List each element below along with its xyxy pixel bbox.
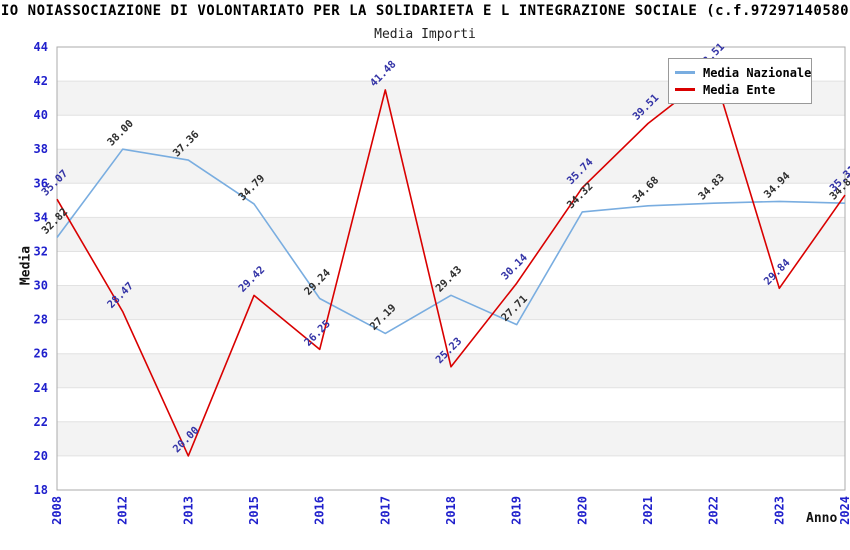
chart-subtitle: Media Importi — [374, 27, 476, 42]
svg-text:2015: 2015 — [247, 496, 261, 525]
svg-text:38: 38 — [34, 142, 48, 156]
svg-text:34: 34 — [34, 210, 48, 224]
svg-text:2008: 2008 — [50, 496, 64, 525]
svg-text:42: 42 — [34, 74, 48, 88]
svg-text:32: 32 — [34, 245, 48, 259]
svg-text:34.32: 34.32 — [565, 180, 596, 211]
legend-label: Media Nazionale — [703, 65, 812, 80]
svg-text:2016: 2016 — [313, 496, 327, 525]
line-swatch-icon — [675, 71, 695, 74]
svg-text:26: 26 — [34, 347, 48, 361]
svg-text:44: 44 — [34, 40, 48, 54]
svg-text:2024: 2024 — [838, 496, 850, 525]
svg-text:24: 24 — [34, 381, 48, 395]
svg-text:26.25: 26.25 — [302, 318, 333, 349]
svg-text:36: 36 — [34, 176, 48, 190]
svg-text:30: 30 — [34, 279, 48, 293]
svg-text:2018: 2018 — [444, 496, 458, 525]
svg-text:2022: 2022 — [707, 496, 721, 525]
svg-text:2020: 2020 — [575, 496, 589, 525]
x-axis-title: Anno — [806, 511, 838, 526]
svg-text:18: 18 — [34, 483, 48, 497]
svg-text:40: 40 — [34, 108, 48, 122]
svg-text:2021: 2021 — [641, 496, 655, 525]
svg-text:2019: 2019 — [510, 496, 524, 525]
svg-text:28: 28 — [34, 313, 48, 327]
legend-item-media-ente: Media Ente — [675, 81, 805, 98]
svg-text:2017: 2017 — [378, 496, 392, 525]
svg-text:2012: 2012 — [116, 496, 130, 525]
legend-item-media-nazionale: Media Nazionale — [675, 64, 811, 81]
svg-text:2013: 2013 — [181, 496, 195, 525]
svg-text:38.00: 38.00 — [105, 118, 136, 149]
svg-text:30.14: 30.14 — [499, 252, 530, 283]
chart-legend: Media Nazionale Media Ente — [668, 58, 812, 104]
svg-text:2023: 2023 — [772, 496, 786, 525]
chart-title: IO NOIASSOCIAZIONE DI VOLONTARIATO PER L… — [0, 3, 850, 19]
svg-text:20: 20 — [34, 449, 48, 463]
line-swatch-icon — [675, 88, 695, 91]
legend-label: Media Ente — [703, 82, 776, 97]
svg-text:22: 22 — [34, 415, 48, 429]
